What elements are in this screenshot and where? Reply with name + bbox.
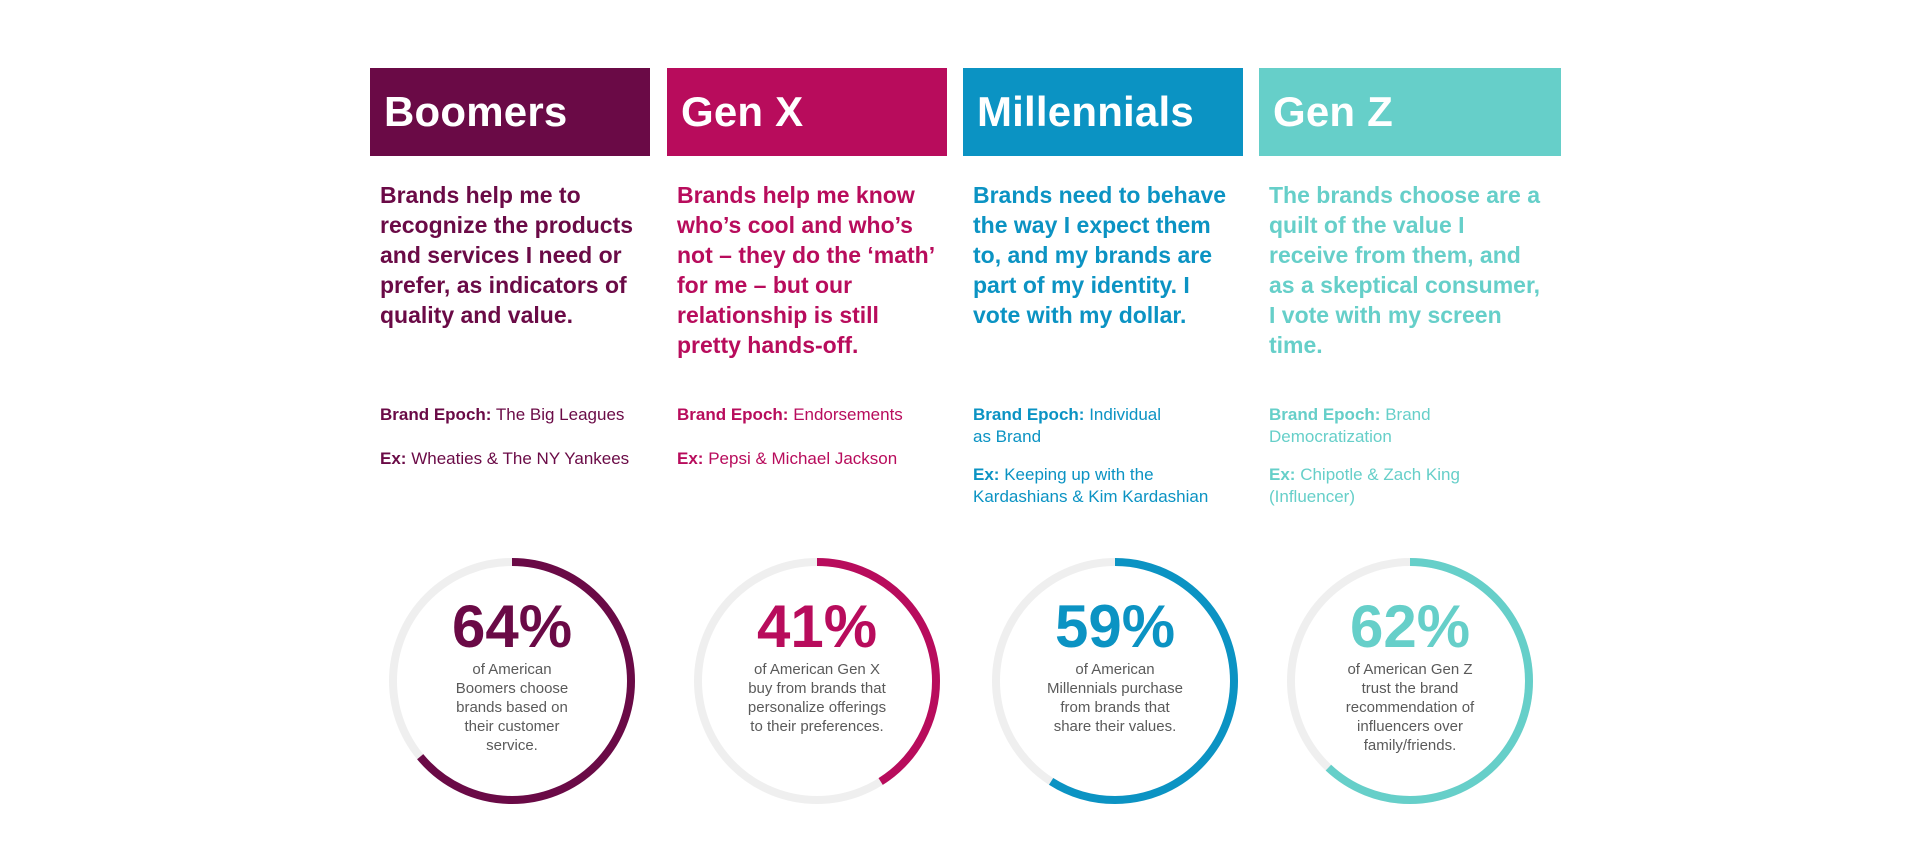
progress-ring (1287, 558, 1533, 804)
column-genz: Gen Z The brands choose are a quilt of t… (1259, 68, 1561, 506)
brand-epoch-value: Brand Democratization (1269, 405, 1431, 446)
stat-description: of American Gen X buy from brands that p… (747, 661, 887, 735)
brand-statement: Brands help me know who’s cool and who’s… (677, 182, 934, 358)
stat-percentage: 59% (1054, 593, 1176, 660)
brand-epoch: Brand Epoch: The Big Leagues (380, 404, 644, 426)
stat-ring-genx: 41% of American Gen X buy from brands th… (690, 554, 944, 808)
progress-ring (694, 558, 940, 804)
progress-ring (992, 558, 1238, 804)
ring-progress-arc (389, 558, 635, 804)
stat-description: of American Boomers choose brands based … (455, 661, 569, 754)
column-boomers: Boomers Brands help me to recognize the … (370, 68, 650, 468)
brand-example-label: Ex: (380, 449, 407, 468)
stat-description: of American Gen Z trust the brand recomm… (1345, 661, 1475, 754)
brand-epoch-label: Brand Epoch: (380, 405, 492, 424)
brand-epoch-value: The Big Leagues (495, 405, 625, 424)
column-genx: Gen X Brands help me know who’s cool and… (667, 68, 947, 468)
brand-example: Ex: Pepsi & Michael Jackson (677, 448, 941, 470)
brand-epoch-value: Individual as Brand (973, 405, 1162, 446)
stat-ring-millennials: 59% of American Millennials purchase fro… (988, 554, 1242, 808)
header-boomers: Boomers (370, 68, 650, 156)
ring-progress-arc (1287, 558, 1533, 804)
header-genz: Gen Z (1259, 68, 1561, 156)
header-title: Boomers (384, 88, 568, 135)
brand-example-value: Wheaties & The NY Yankees (411, 449, 630, 468)
ring-progress-arc (694, 558, 940, 804)
column-millennials: Millennials Brands need to behave the wa… (963, 68, 1243, 506)
stat-percentage: 64% (451, 593, 573, 660)
stat-ring-boomers: 64% of American Boomers choose brands ba… (385, 554, 639, 808)
brand-example-value: Chipotle & Zach King (Influencer) (1269, 465, 1460, 506)
header-millennials: Millennials (963, 68, 1243, 156)
header-genx: Gen X (667, 68, 947, 156)
stat-text: 59% of American Millennials purchase fro… (988, 594, 1242, 736)
brand-epoch: Brand Epoch: Brand Democratization (1269, 404, 1469, 448)
brand-epoch-label: Brand Epoch: (1269, 405, 1381, 424)
header-title: Gen X (681, 88, 804, 135)
header-title: Gen Z (1273, 88, 1394, 135)
brand-example: Ex: Wheaties & The NY Yankees (380, 448, 644, 470)
stat-text: 62% of American Gen Z trust the brand re… (1283, 594, 1537, 755)
brand-epoch-label: Brand Epoch: (973, 405, 1085, 424)
ring-progress-arc (992, 558, 1238, 804)
stat-ring-genz: 62% of American Gen Z trust the brand re… (1283, 554, 1537, 808)
brand-example: Ex: Keeping up with the Kardashians & Ki… (973, 464, 1235, 508)
brand-example-label: Ex: (973, 465, 1000, 484)
brand-example-label: Ex: (1269, 465, 1296, 484)
brand-statement: Brands help me to recognize the products… (380, 182, 634, 328)
stat-text: 64% of American Boomers choose brands ba… (385, 594, 639, 755)
progress-ring (389, 558, 635, 804)
brand-example-value: Pepsi & Michael Jackson (708, 449, 898, 468)
brand-epoch: Brand Epoch: Individual as Brand (973, 404, 1173, 448)
brand-statement: The brands choose are a quilt of the val… (1269, 182, 1541, 358)
brand-example: Ex: Chipotle & Zach King (Influencer) (1269, 464, 1499, 508)
header-title: Millennials (977, 88, 1194, 135)
stat-percentage: 41% (756, 593, 878, 660)
brand-epoch-label: Brand Epoch: (677, 405, 789, 424)
stat-text: 41% of American Gen X buy from brands th… (690, 594, 944, 736)
brand-epoch-value: Endorsements (793, 405, 903, 424)
brand-statement: Brands need to behave the way I expect t… (973, 182, 1227, 328)
brand-epoch: Brand Epoch: Endorsements (677, 404, 941, 426)
brand-example-label: Ex: (677, 449, 704, 468)
stat-percentage: 62% (1349, 593, 1471, 660)
brand-example-value: Keeping up with the Kardashians & Kim Ka… (973, 465, 1209, 506)
stat-description: of American Millennials purchase from br… (1047, 661, 1183, 735)
